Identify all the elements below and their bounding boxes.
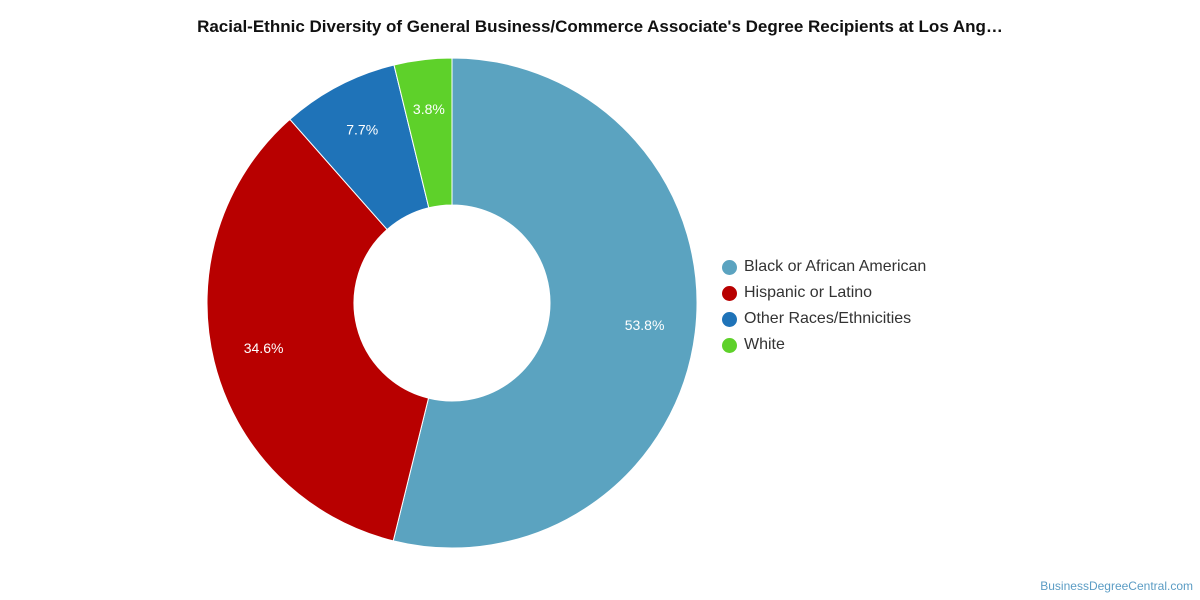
site-credit[interactable]: BusinessDegreeCentral.com — [1040, 579, 1193, 593]
legend-item-hispanic-or-latino[interactable]: Hispanic or Latino — [722, 280, 926, 306]
data-label-other-races-ethnicities: 7.7% — [346, 122, 378, 138]
data-label-black-or-african-american: 53.8% — [625, 317, 665, 333]
legend-swatch-icon — [722, 259, 737, 275]
legend-label: Black or African American — [744, 258, 927, 275]
slice-hispanic-or-latino[interactable] — [206, 118, 430, 542]
legend-label: Other Races/Ethnicities — [744, 310, 912, 327]
legend-label: White — [744, 336, 785, 353]
slice-black-or-african-american[interactable] — [392, 57, 698, 549]
legend-item-black-or-african-american[interactable]: Black or African American — [722, 254, 926, 280]
slice-white[interactable] — [393, 57, 453, 209]
legend-swatch-icon — [722, 285, 737, 301]
legend-item-other-races-ethnicities[interactable]: Other Races/Ethnicities — [722, 306, 926, 332]
legend-label: Hispanic or Latino — [744, 284, 873, 301]
data-label-hispanic-or-latino: 34.6% — [244, 340, 284, 356]
legend-swatch-icon — [722, 337, 737, 353]
legend-swatch-icon — [722, 311, 737, 327]
chart-title: Racial-Ethnic Diversity of General Busin… — [197, 17, 1003, 36]
legend-item-white[interactable]: White — [722, 332, 926, 358]
data-label-white: 3.8% — [413, 101, 445, 117]
chart-legend: Black or African American Hispanic or Lat… — [722, 254, 926, 358]
